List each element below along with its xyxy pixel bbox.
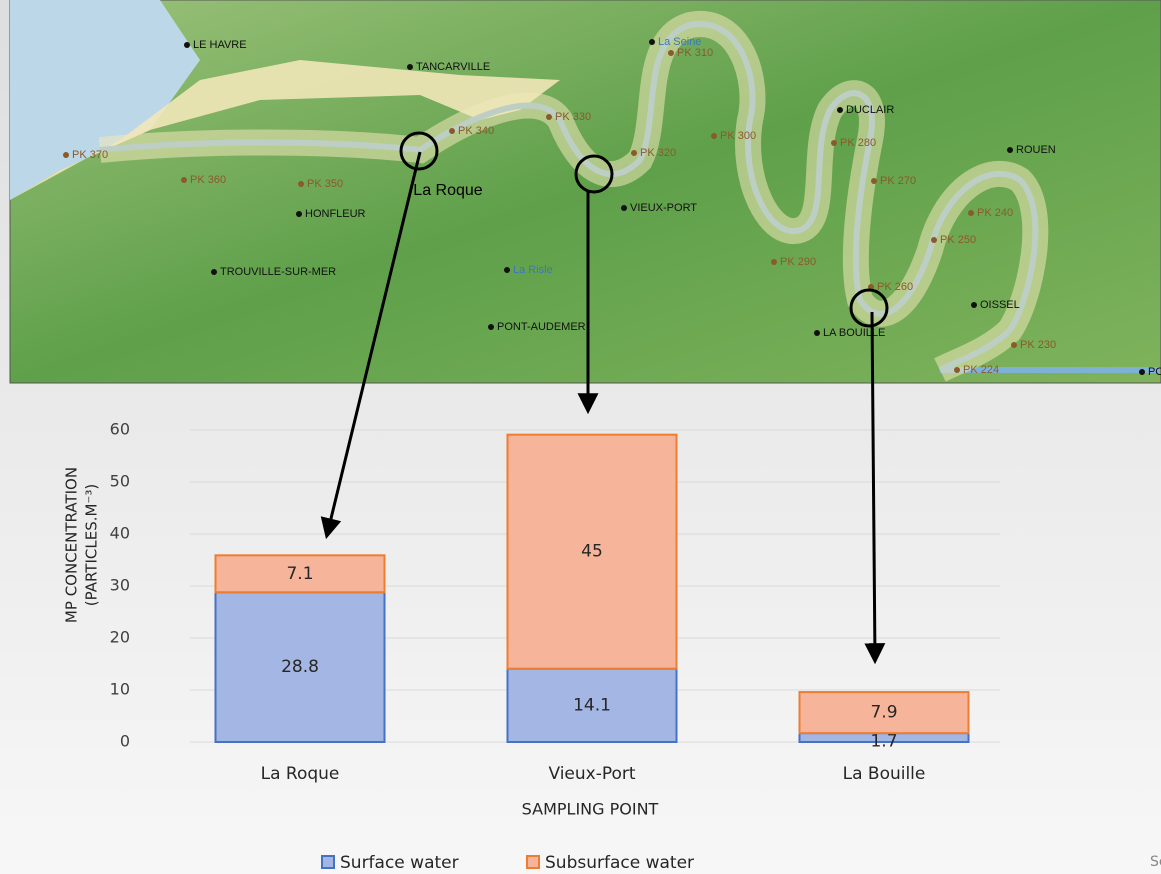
data-label: 7.1 bbox=[286, 564, 313, 584]
map-dot bbox=[649, 39, 655, 45]
map-label: DUCLAIR bbox=[846, 104, 894, 116]
x-tick-label: Vieux-Port bbox=[548, 764, 635, 784]
map-label: PK 300 bbox=[720, 130, 756, 142]
y-tick-label: 40 bbox=[110, 524, 130, 543]
page: 01020304050607028.87.1La Roque14.145Vieu… bbox=[0, 0, 1161, 874]
map-label: VIEUX-PORT bbox=[630, 202, 697, 214]
map-dot bbox=[971, 302, 977, 308]
map-dot bbox=[1139, 369, 1145, 375]
map-dot bbox=[488, 324, 494, 330]
map-label: LE HAVRE bbox=[193, 39, 247, 51]
map-label: POS bbox=[1148, 366, 1161, 378]
map-dot bbox=[184, 42, 190, 48]
map-label: LA BOUILLE bbox=[823, 327, 885, 339]
legend-swatch bbox=[527, 856, 539, 868]
data-label: 14.1 bbox=[573, 695, 611, 715]
map-dot bbox=[771, 259, 777, 265]
y-axis-title: (PARTICLES.M⁻³) bbox=[83, 484, 101, 606]
map-label: PK 340 bbox=[458, 125, 494, 137]
map-label: TROUVILLE-SUR-MER bbox=[220, 266, 336, 278]
map-dot bbox=[871, 178, 877, 184]
map-dot bbox=[931, 237, 937, 243]
y-tick-label: 0 bbox=[120, 732, 130, 751]
map-label: OISSEL bbox=[980, 299, 1020, 311]
y-tick-label: 50 bbox=[110, 472, 130, 491]
map-annotation: La Roque bbox=[413, 182, 482, 199]
map-dot bbox=[954, 367, 960, 373]
x-tick-label: La Roque bbox=[261, 764, 340, 784]
map-label: PK 224 bbox=[963, 364, 999, 376]
map-label: PK 330 bbox=[555, 111, 591, 123]
y-tick-label: 30 bbox=[110, 576, 130, 595]
map-dot bbox=[837, 107, 843, 113]
map-label: La Risle bbox=[513, 264, 553, 276]
map-dot bbox=[631, 150, 637, 156]
data-label: 28.8 bbox=[281, 657, 319, 677]
map-dot bbox=[181, 177, 187, 183]
map-label: HONFLEUR bbox=[305, 208, 366, 220]
map-label: PK 230 bbox=[1020, 339, 1056, 351]
map-dot bbox=[296, 211, 302, 217]
map-label: PK 310 bbox=[677, 47, 713, 59]
map-dot bbox=[449, 128, 455, 134]
data-label: 7.9 bbox=[870, 703, 897, 723]
map-label: PK 280 bbox=[840, 137, 876, 149]
map-dot bbox=[814, 330, 820, 336]
map-dot bbox=[1007, 147, 1013, 153]
map-dot bbox=[211, 269, 217, 275]
map-label: PONT-AUDEMER bbox=[497, 321, 586, 333]
data-label: 45 bbox=[581, 542, 603, 562]
y-tick-label: 20 bbox=[110, 628, 130, 647]
map-label: La Seine bbox=[658, 36, 701, 48]
legend-label: Surface water bbox=[340, 853, 459, 873]
map-dot bbox=[63, 152, 69, 158]
map-dot bbox=[504, 267, 510, 273]
map-label: PK 350 bbox=[307, 178, 343, 190]
data-label: 1.7 bbox=[870, 732, 897, 752]
legend-label: Subsurface water bbox=[545, 853, 694, 873]
map-label: PK 270 bbox=[880, 175, 916, 187]
map-label: PK 320 bbox=[640, 147, 676, 159]
map-dot bbox=[298, 181, 304, 187]
map: LE HAVRE TANCARVILLE PK 370 PK 360 PK 350 PK … bbox=[10, 0, 1161, 383]
map-label: PK 250 bbox=[940, 234, 976, 246]
map-dot bbox=[546, 114, 552, 120]
map-dot bbox=[621, 205, 627, 211]
map-label: PK 370 bbox=[72, 149, 108, 161]
map-label: PK 260 bbox=[877, 281, 913, 293]
map-label: PK 290 bbox=[780, 256, 816, 268]
map-dot bbox=[668, 50, 674, 56]
map-dot bbox=[711, 133, 717, 139]
corner-text: Sc bbox=[1150, 854, 1161, 870]
map-label: PK 360 bbox=[190, 174, 226, 186]
map-dot bbox=[1011, 342, 1017, 348]
map-label: ROUEN bbox=[1016, 144, 1056, 156]
map-dot bbox=[831, 140, 837, 146]
map-dot bbox=[968, 210, 974, 216]
map-dot bbox=[407, 64, 413, 70]
x-axis-title: SAMPLING POINT bbox=[522, 800, 659, 819]
map-label: PK 240 bbox=[977, 207, 1013, 219]
x-tick-label: La Bouille bbox=[843, 764, 926, 784]
y-axis-title: MP CONCENTRATION bbox=[63, 467, 81, 623]
map-label: TANCARVILLE bbox=[416, 61, 490, 73]
y-tick-label: 10 bbox=[110, 680, 130, 699]
y-tick-label: 60 bbox=[110, 420, 130, 439]
legend-swatch bbox=[322, 856, 334, 868]
